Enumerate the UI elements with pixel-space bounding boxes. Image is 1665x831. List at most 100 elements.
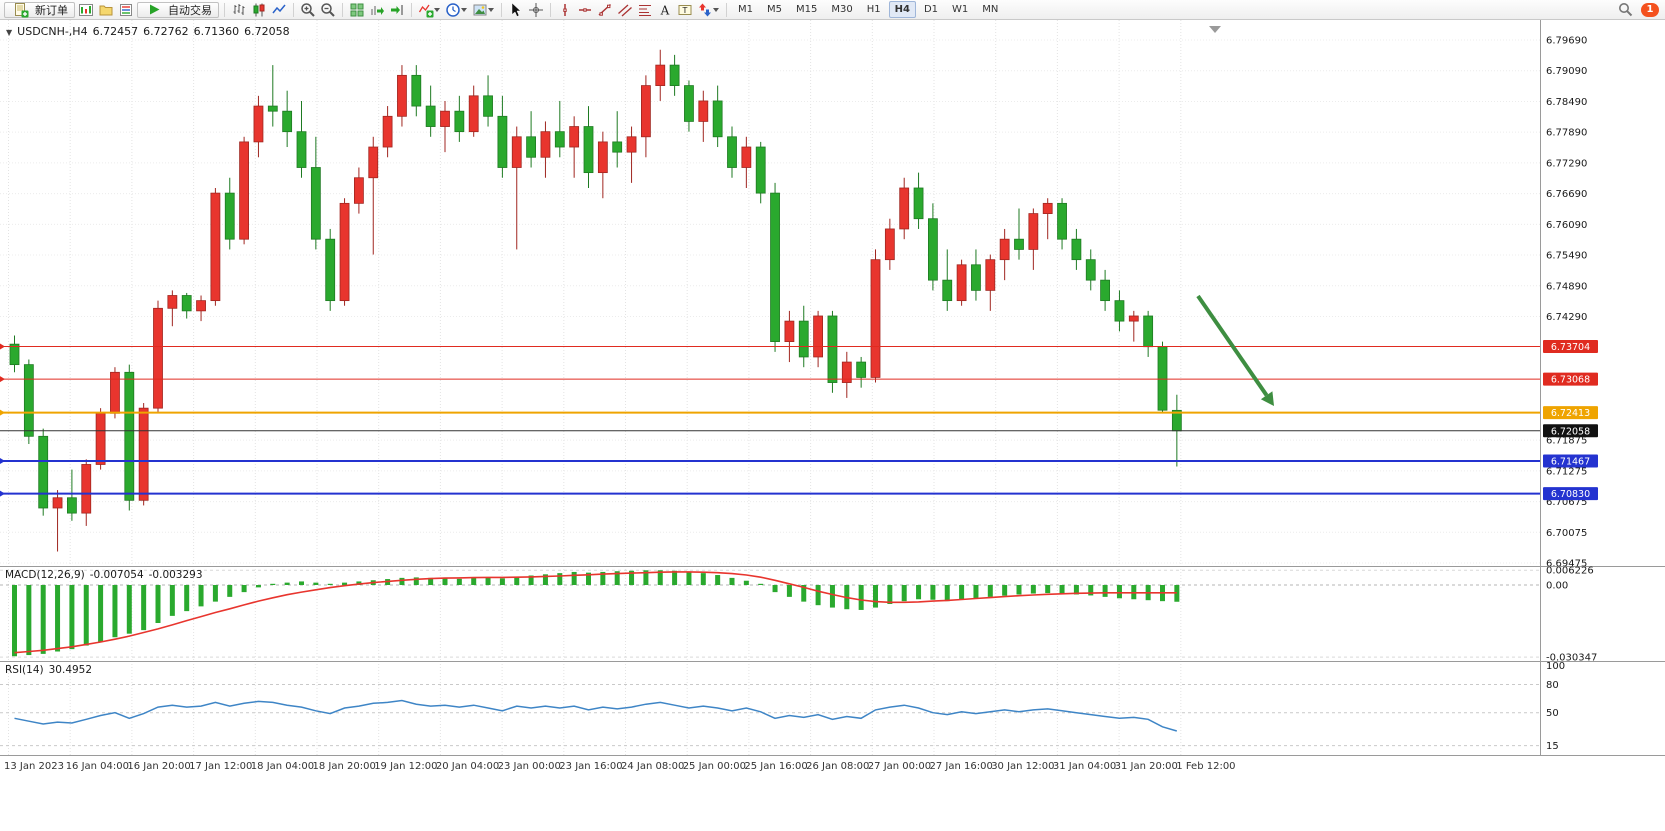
svg-text:100: 100 [1546,661,1565,672]
indicators-icon[interactable] [416,1,436,19]
svg-text:6.74290: 6.74290 [1546,312,1587,323]
new-chart-icon[interactable] [76,1,96,19]
chevron-down-icon[interactable] [713,7,719,12]
svg-text:80: 80 [1546,680,1559,691]
new-order-button[interactable]: 新订单 [4,1,75,19]
toolbar-separator [501,2,502,17]
timeframe-h1[interactable]: H1 [866,4,881,15]
chart-shift-icon[interactable] [387,1,407,19]
crosshair-icon[interactable] [526,1,546,19]
auto-trading-label: 自动交易 [168,4,212,17]
macd-histogram [12,570,1180,657]
tile-windows-icon[interactable] [347,1,367,19]
price-badge [1543,454,1598,468]
chevron-down-icon[interactable] [488,7,494,12]
svg-text:6.74890: 6.74890 [1546,281,1587,292]
time-axis-label: 18 Jan 04:00 [250,761,315,772]
svg-text:6.79690: 6.79690 [1546,36,1587,47]
svg-text:6.76690: 6.76690 [1546,189,1587,200]
auto-scroll-icon[interactable] [367,1,387,19]
toolbar-separator [411,2,412,17]
timeframe-mn[interactable]: MN [982,4,999,15]
ohlc-low: 6.71360 [193,25,240,38]
svg-text:6.75490: 6.75490 [1546,251,1587,262]
price-badge [1543,424,1598,438]
time-axis-label: 23 Jan 00:00 [497,761,561,772]
candlestick-chart-icon[interactable] [249,1,269,19]
ohlc-high: 6.72762 [143,25,189,38]
chart-shift-marker[interactable] [1209,26,1221,33]
svg-text:6.77890: 6.77890 [1546,128,1587,139]
arrows-icon[interactable] [695,1,715,19]
zoom-out-icon[interactable] [318,1,338,19]
price-badge [1543,487,1598,501]
notification-badge[interactable]: 1 [1641,2,1659,17]
cursor-icon[interactable] [506,1,526,19]
price-chart-panel[interactable]: 6.79690 6.79090 6.78490 6.77890 6.77290 6.766… [0,20,1665,566]
timeframe-h4[interactable]: H4 [888,1,916,18]
symbol-period: USDCNH-,H4 [17,25,88,38]
auto-trading-button[interactable]: 自动交易 [137,1,219,18]
macd-value: -0.007054 [89,569,144,581]
time-axis-label: 26 Jan 08:00 [806,761,870,772]
profiles-icon[interactable] [96,1,116,19]
trendline-icon[interactable] [595,1,615,19]
time-axis-label: 27 Jan 16:00 [929,761,993,772]
macd-title: MACD(12,26,9) [5,569,85,581]
rsi-title: RSI(14) [5,664,44,676]
time-axis-label: 16 Jan 04:00 [65,761,130,772]
chevron-down-icon[interactable] [434,7,440,12]
timeframe-d1[interactable]: D1 [923,4,938,15]
svg-text:6.73068: 6.73068 [1551,375,1590,386]
chevron-down-icon[interactable] [461,7,467,12]
timeframe-m1[interactable]: M1 [738,4,753,15]
fibonacci-icon[interactable] [635,1,655,19]
timeframe-m5[interactable]: M5 [767,4,782,15]
line-chart-icon[interactable] [269,1,289,19]
line-anchor-icon [0,376,5,383]
market-watch-icon[interactable] [116,1,136,19]
macd-signal-line [14,571,1177,654]
svg-text:6.70075: 6.70075 [1546,528,1587,539]
new-order-icon [11,1,31,19]
channel-icon[interactable] [615,1,635,19]
rsi-panel[interactable]: 100 80 50 15 [0,661,1665,755]
line-anchor-icon [0,409,5,416]
rsi-value: 30.4952 [48,664,93,676]
macd-signal-value: -0.003293 [148,569,203,581]
price-badge [1543,372,1598,386]
trend-arrow-annotation[interactable] [1196,294,1269,397]
text-label-icon[interactable]: T [675,1,695,19]
chart-header: ▼ USDCNH-,H4 6.72457 6.72762 6.71360 6.72058 [6,25,295,38]
time-axis-label: 1 Feb 12:00 [1176,761,1236,772]
vertical-line-icon[interactable] [555,1,575,19]
macd-panel[interactable]: 0.006226 0.00 -0.030347 [0,566,1665,661]
svg-text:50: 50 [1546,708,1559,719]
time-axis-label: 16 Jan 20:00 [127,761,191,772]
time-axis-label: 24 Jan 08:00 [621,761,685,772]
timeframe-w1[interactable]: W1 [952,4,969,15]
time-axis-label: 30 Jan 12:00 [991,761,1055,772]
time-axis[interactable]: 13 Jan 2023 16 Jan 04:00 16 Jan 20:00 17 Ja… [0,755,1665,782]
time-axis-label: 31 Jan 20:00 [1114,761,1178,772]
time-axis-label: 23 Jan 16:00 [559,761,623,772]
toolbar-separator [342,2,343,17]
toolbar-separator [550,2,551,17]
templates-icon[interactable] [470,1,490,19]
svg-text:6.78490: 6.78490 [1546,97,1587,108]
text-icon[interactable]: A [655,1,675,19]
horizontal-line-icon[interactable] [575,1,595,19]
timeframe-m30[interactable]: M30 [831,4,853,15]
search-icon[interactable] [1615,1,1635,19]
price-badge [1543,340,1598,354]
zoom-in-icon[interactable] [298,1,318,19]
time-axis-label: 27 Jan 00:00 [867,761,932,772]
svg-text:6.73704: 6.73704 [1551,342,1590,353]
time-axis-label: 18 Jan 20:00 [312,761,376,772]
time-axis-label: 19 Jan 12:00 [374,761,438,772]
toolbar-separator [726,2,727,17]
periods-icon[interactable] [443,1,463,19]
symbol-dropdown-icon[interactable]: ▼ [6,28,13,37]
bar-chart-icon[interactable] [229,1,249,19]
timeframe-m15[interactable]: M15 [796,4,818,15]
